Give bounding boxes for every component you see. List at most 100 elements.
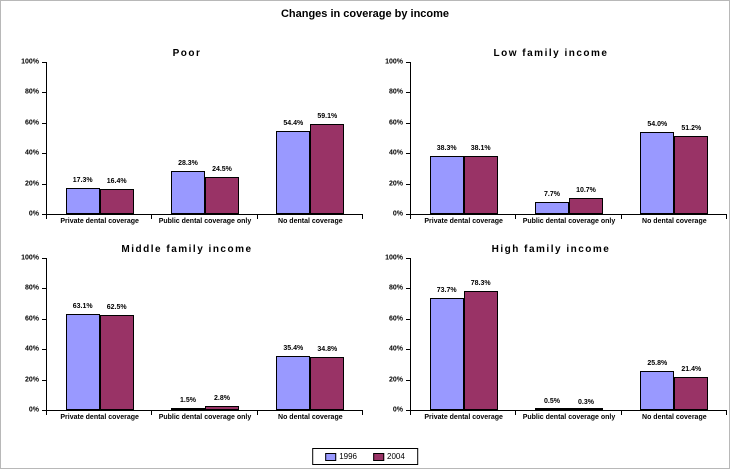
x-tick-mark [46, 411, 47, 415]
bar-1996 [170, 170, 205, 214]
legend: 1996 2004 [312, 448, 418, 465]
y-axis: 0% 20% 40% 60% 80% 100% [375, 255, 410, 414]
bar-group: 17.3% 16.4% [47, 62, 153, 219]
plot-area: 17.3% 16.4% 28.3% 24.5% 54.4% 59.1% [46, 62, 363, 219]
chart-title: High family income [491, 244, 611, 255]
bar-1996 [429, 155, 464, 214]
bar-group: 1.5% 2.8% [152, 258, 258, 415]
y-tick-mark [406, 349, 410, 351]
y-tick-mark [42, 410, 46, 411]
x-tick-mark [620, 411, 622, 415]
x-tick-mark [410, 411, 411, 415]
y-tick-mark [42, 214, 46, 215]
bar-wrap: 21.4% [674, 258, 709, 410]
bar-wrap: 59.1% [310, 62, 345, 214]
bar-wrap: 78.3% [463, 258, 498, 410]
bar-group: 25.8% 21.4% [622, 258, 727, 415]
chart-panel-high-income: High family income 0% 20% 40% 60% 80% 100% 73.7… [375, 243, 727, 421]
x-tick-mark [620, 215, 622, 219]
y-tick-label: 40% [24, 149, 39, 157]
bar-value-label: 38.1% [470, 145, 491, 153]
bar-group: 63.1% 62.5% [47, 258, 153, 415]
x-axis-labels: Private dental coverage Public dental cov… [411, 218, 727, 225]
y-tick-mark [406, 410, 410, 411]
bar-value-label: 51.2% [681, 125, 702, 133]
x-tick-mark [361, 411, 363, 415]
x-tick-mark [151, 411, 153, 415]
bar-2004 [204, 405, 239, 410]
bar-2004 [310, 124, 345, 214]
x-tick-mark [46, 215, 47, 219]
y-tick-label: 60% [24, 119, 39, 127]
x-category-label: Private dental coverage [424, 414, 503, 421]
x-tick-mark [725, 215, 727, 219]
bar-wrap: 63.1% [65, 258, 100, 410]
bar-2004 [674, 136, 709, 214]
x-axis-labels: Private dental coverage Public dental cov… [47, 218, 363, 225]
bar-wrap: 24.5% [204, 62, 239, 214]
x-tick-mark [256, 215, 258, 219]
bar-2004 [674, 377, 709, 410]
y-tick-mark [406, 318, 410, 320]
bar-value-label: 25.8% [647, 359, 668, 367]
bar-group: 0.5% 0.3% [516, 258, 622, 415]
bar-value-label: 62.5% [106, 304, 127, 311]
legend-label-2004: 2004 [387, 452, 405, 461]
y-tick-mark [42, 318, 46, 320]
bar-value-label: 34.8% [317, 346, 338, 354]
y-tick-label: 80% [24, 88, 39, 96]
bar-value-label: 1.5% [180, 396, 196, 404]
bar-wrap: 35.4% [276, 258, 311, 410]
bar-value-label: 17.3% [72, 176, 93, 184]
y-tick-label: 20% [24, 180, 39, 188]
x-tick-mark [725, 411, 727, 415]
x-tick-mark [151, 215, 153, 219]
bar-value-label: 2.8% [214, 394, 230, 402]
y-tick-label: 60% [24, 315, 39, 323]
legend-swatch-2004-icon [373, 452, 384, 461]
x-category-label: No dental coverage [278, 218, 343, 225]
bar-wrap: 17.3% [65, 62, 100, 214]
y-tick-mark [406, 288, 410, 290]
bar-group: 38.3% 38.1% [411, 62, 517, 219]
bar-2004 [568, 197, 603, 214]
bar-1996 [534, 408, 569, 410]
y-tick-mark [406, 379, 410, 381]
bar-value-label: 24.5% [212, 165, 232, 173]
y-tick-mark [406, 62, 410, 63]
bar-wrap: 16.4% [99, 62, 134, 214]
bar-group: 35.4% 34.8% [258, 258, 363, 415]
y-tick-mark [42, 258, 46, 259]
bar-wrap: 25.8% [640, 258, 675, 410]
y-tick-mark [42, 379, 46, 381]
x-axis-labels: Private dental coverage Public dental cov… [411, 414, 727, 421]
bar-wrap: 54.0% [640, 62, 675, 214]
y-tick-label: 100% [385, 58, 403, 66]
y-axis: 0% 20% 40% 60% 80% 100% [375, 58, 410, 218]
x-tick-mark [515, 411, 517, 415]
bar-wrap: 0.3% [568, 258, 603, 410]
x-category-label: Public dental coverage only [158, 218, 252, 225]
chart-body: 0% 20% 40% 60% 80% 100% 63.1% 62.5% 1.5% 2.8% 35.4… [11, 255, 363, 415]
bar-wrap: 0.5% [534, 258, 569, 410]
plot-area: 63.1% 62.5% 1.5% 2.8% 35.4% 34.8% [46, 258, 363, 415]
y-tick-mark [406, 122, 410, 124]
y-tick-mark [406, 258, 410, 259]
legend-label-1996: 1996 [339, 452, 357, 461]
x-tick-mark [256, 411, 258, 415]
bar-wrap: 28.3% [170, 62, 205, 214]
y-tick-mark [42, 288, 46, 290]
x-tick-mark [410, 215, 411, 219]
y-tick-label: 0% [392, 406, 403, 414]
chart-body: 0% 20% 40% 60% 80% 100% 73.7% 78.3% 0.5% 0.3% 25.8… [375, 255, 727, 415]
y-tick-label: 40% [388, 149, 403, 157]
bar-1996 [65, 314, 100, 410]
y-tick-mark [42, 183, 46, 185]
x-category-label: No dental coverage [642, 414, 707, 421]
x-category-label: Private dental coverage [60, 218, 139, 225]
x-category-label: Private dental coverage [424, 218, 503, 225]
bar-wrap: 38.1% [463, 62, 498, 214]
bar-1996 [429, 297, 464, 410]
bar-wrap: 34.8% [310, 258, 345, 410]
